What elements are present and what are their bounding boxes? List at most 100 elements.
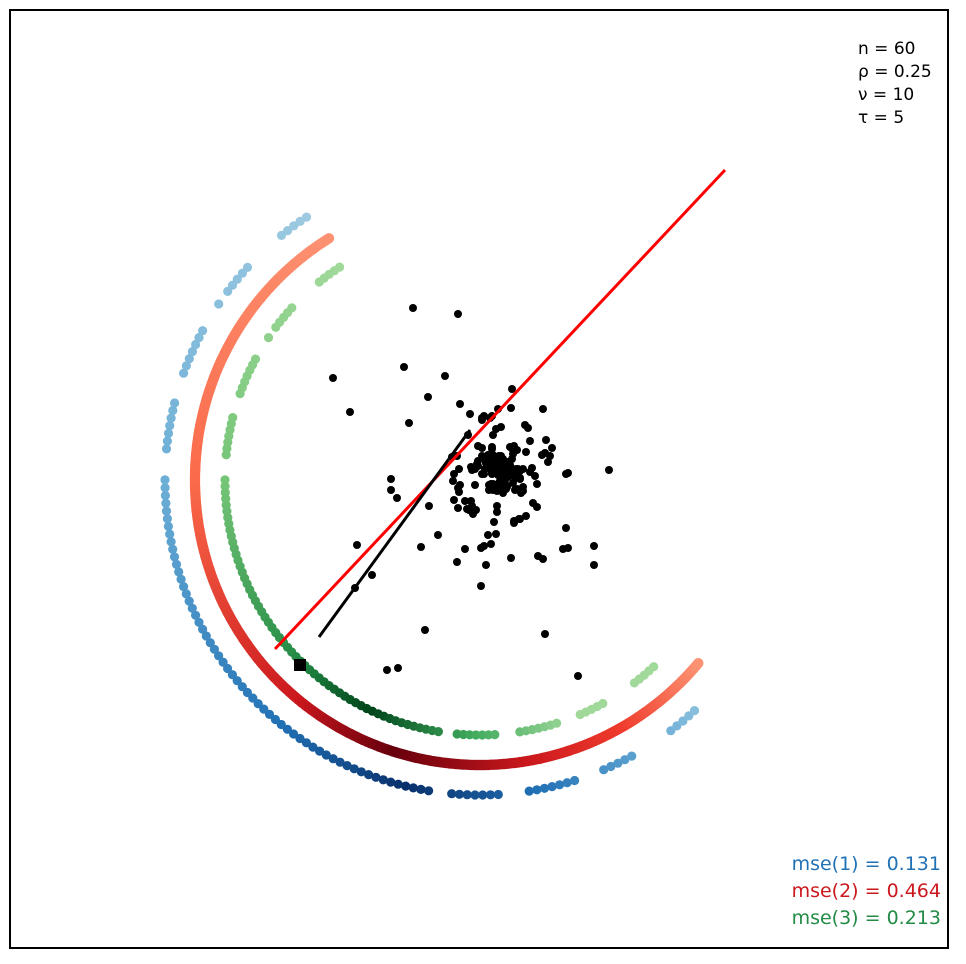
scatter-point	[387, 475, 395, 483]
arc-1-point	[163, 521, 173, 532]
arc-1-point	[315, 746, 325, 756]
scatter-point	[507, 470, 515, 478]
scatter-point	[461, 545, 469, 553]
arc-1-point	[470, 790, 480, 800]
scatter-point	[454, 504, 462, 512]
arc-1-point	[170, 398, 180, 408]
scatter-point	[497, 452, 505, 460]
arc-1-point	[171, 559, 182, 570]
arc-1-point	[223, 663, 233, 674]
scatter-point	[455, 488, 463, 496]
arc-1-point	[161, 498, 171, 508]
arc-3-point	[263, 333, 274, 343]
scatter-point	[516, 467, 524, 475]
square-marker	[294, 659, 306, 671]
arc-1-point	[227, 280, 238, 290]
arc-1-point	[169, 552, 180, 562]
scatter-point	[538, 451, 546, 459]
scatter-point	[562, 524, 570, 532]
arc-1-point	[462, 790, 472, 800]
scatter-point	[449, 477, 457, 485]
arc-1-point	[237, 268, 247, 278]
arc-1-point	[620, 755, 630, 765]
scatter-point	[493, 502, 501, 510]
scatter-point	[466, 410, 474, 418]
arc-1-point	[176, 574, 186, 584]
scatter-point	[461, 497, 469, 505]
arc-1-point	[378, 775, 388, 785]
arc-1-point	[160, 490, 170, 501]
arc-1-point	[181, 361, 191, 371]
arc-1-point	[198, 624, 208, 634]
scatter-point	[424, 393, 432, 401]
arc-1-point	[162, 514, 172, 524]
arc-1-point	[161, 444, 172, 454]
arc-1-point	[191, 339, 201, 350]
scatter-point	[441, 372, 449, 380]
scatter-point	[519, 487, 527, 495]
arc-1-point	[162, 436, 172, 446]
scatter-point	[533, 480, 541, 488]
scatter-point	[508, 385, 516, 393]
arc-1-point	[276, 230, 287, 240]
plot-frame	[9, 9, 949, 949]
scatter-point	[409, 304, 417, 312]
arc-1-point	[342, 761, 352, 771]
scatter-point	[453, 558, 461, 566]
arc-1-point	[349, 764, 359, 774]
scatter-point	[478, 470, 486, 478]
scatter-point	[478, 416, 486, 424]
arc-1-point	[166, 537, 176, 547]
arc-1-point	[570, 775, 580, 786]
scatter-point	[492, 530, 500, 538]
arc-3-point	[490, 730, 500, 740]
scatter-point	[393, 494, 401, 502]
arc-1-point	[160, 475, 170, 485]
scatter-point	[489, 431, 497, 439]
scatter-point	[542, 436, 550, 444]
scatter-point	[488, 443, 496, 451]
arc-1-point	[485, 790, 496, 800]
arc-1-point	[562, 778, 572, 788]
scatter-point	[477, 582, 485, 590]
arc-1-point	[163, 428, 174, 438]
scatter-point	[507, 554, 515, 562]
arc-1-point	[454, 789, 464, 799]
black-line	[317, 429, 472, 638]
arc-3-point	[552, 718, 562, 728]
arc-1-point	[165, 529, 175, 539]
arc-1-point	[289, 729, 299, 739]
arc-2-point	[693, 658, 704, 669]
arc-1-point	[184, 354, 194, 364]
scatter-point	[417, 543, 425, 551]
scatter-point	[434, 531, 442, 539]
scatter-point	[510, 519, 518, 527]
scatter-point	[456, 481, 464, 489]
mse-3-label: mse(3) = 0.213	[792, 907, 941, 929]
scatter-point	[472, 506, 480, 514]
scatter-point	[400, 363, 408, 371]
arc-1-point	[613, 758, 623, 768]
arc-1-point	[194, 333, 204, 343]
scatter-point	[605, 466, 613, 474]
arc-1-point	[161, 506, 172, 516]
scatter-point	[482, 561, 490, 569]
arc-1-point	[356, 767, 366, 777]
arc-1-point	[599, 765, 609, 775]
scatter-point	[493, 508, 501, 516]
arc-1-point	[198, 326, 208, 336]
scatter-point	[346, 408, 354, 416]
annotation-rho: ρ = 0.25	[858, 62, 932, 82]
scatter-point	[474, 442, 482, 450]
scatter-point	[456, 400, 464, 408]
arc-1-point	[214, 299, 224, 309]
arc-1-point	[321, 750, 331, 760]
arc-3-point	[314, 277, 324, 287]
arc-1-point	[416, 784, 426, 795]
scatter-point	[533, 503, 541, 511]
scatter-point	[489, 451, 497, 459]
arc-1-point	[160, 483, 170, 493]
scatter-point	[329, 374, 337, 382]
scatter-point	[492, 425, 500, 433]
scatter-point	[480, 542, 488, 550]
